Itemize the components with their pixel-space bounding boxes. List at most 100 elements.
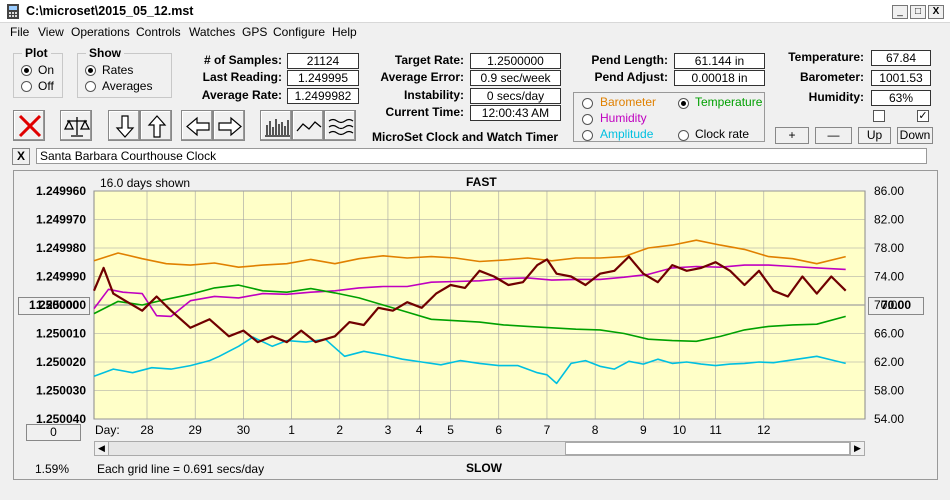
- series-line-amplitude: [93, 336, 846, 385]
- pend-length-value: 61.144 in: [674, 53, 765, 69]
- x-axis-tick: 5: [447, 423, 454, 437]
- close-window-button[interactable]: X: [928, 5, 944, 19]
- show-rates-radio[interactable]: [85, 65, 96, 76]
- temperature-value: 67.84: [871, 50, 931, 66]
- temperature-option-label: Temperature: [695, 95, 763, 109]
- close-x-icon: [18, 114, 42, 138]
- up-button[interactable]: Up: [858, 127, 891, 144]
- average-rate-value: 1.2499982: [287, 88, 359, 104]
- menu-controls[interactable]: Controls: [136, 25, 181, 39]
- series-line-barometer: [93, 239, 846, 269]
- grid-note-label: Each grid line = 0.691 secs/day: [97, 462, 265, 476]
- minus-button[interactable]: —: [815, 127, 852, 144]
- humidity-value: 63%: [871, 90, 931, 106]
- x-axis-tick: 4: [416, 423, 423, 437]
- up-arrow-button[interactable]: [140, 110, 172, 141]
- x-axis-tick: 30: [237, 423, 251, 437]
- right-checkbox[interactable]: ✓: [917, 110, 929, 122]
- menu-bar: File View Operations Controls Watches GP…: [0, 23, 950, 42]
- right-axis-tick: 66.00: [874, 327, 904, 341]
- days-shown-label: 16.0 days shown: [100, 176, 191, 190]
- x-axis-tick: 12: [757, 423, 771, 437]
- x-axis-tick: 1: [288, 423, 295, 437]
- time-scrollbar[interactable]: ◀ ▶: [94, 441, 865, 456]
- balance-button[interactable]: [60, 110, 92, 141]
- temperature-radio[interactable]: [678, 98, 689, 109]
- menu-help[interactable]: Help: [332, 25, 357, 39]
- title-bar: C:\microset\2015_05_12.mst _ □ X: [0, 0, 950, 23]
- pend-adjust-label: Pend Adjust:: [594, 70, 668, 84]
- plus-button[interactable]: +: [775, 127, 809, 144]
- clock-rate-option-label: Clock rate: [695, 127, 750, 141]
- humidity-radio[interactable]: [582, 114, 593, 125]
- menu-file[interactable]: File: [10, 25, 30, 39]
- fast-label: FAST: [466, 175, 497, 189]
- left-axis-tick: 1.250020: [36, 355, 86, 369]
- bar-chart-button[interactable]: [260, 110, 292, 141]
- plot-group-title: Plot: [22, 46, 51, 60]
- app-caption: MicroSet Clock and Watch Timer: [372, 130, 559, 144]
- sensor-select-group: Barometer Temperature Humidity Amplitude…: [573, 92, 765, 142]
- line-wave-icon: [296, 121, 322, 132]
- scroll-thumb[interactable]: [565, 442, 850, 455]
- show-averages-radio[interactable]: [85, 81, 96, 92]
- right-axis-tick: 82.00: [874, 213, 904, 227]
- app-icon: [7, 4, 19, 19]
- left-checkbox[interactable]: [873, 110, 885, 122]
- temperature-label: Temperature:: [788, 50, 864, 64]
- humidity-option-label: Humidity: [600, 111, 647, 125]
- amplitude-option-label: Amplitude: [600, 127, 654, 141]
- menu-gps[interactable]: GPS: [242, 25, 268, 39]
- target-rate-label: Target Rate:: [394, 53, 464, 67]
- average-error-value: 0.9 sec/week: [470, 70, 561, 86]
- plot-on-radio[interactable]: [21, 65, 32, 76]
- minimize-button[interactable]: _: [892, 5, 908, 19]
- menu-watches[interactable]: Watches: [189, 25, 236, 39]
- menu-view[interactable]: View: [38, 25, 64, 39]
- center-rate-button[interactable]: 1.250000: [18, 297, 90, 315]
- clock-rate-radio[interactable]: [678, 130, 689, 141]
- left-axis-tick: 1.250010: [36, 327, 86, 341]
- plot-off-radio[interactable]: [21, 81, 32, 92]
- close-x-button[interactable]: [13, 110, 45, 141]
- target-rate-value: 1.2500000: [470, 53, 561, 69]
- scroll-left-icon[interactable]: ◀: [95, 442, 109, 455]
- down-arrow-button[interactable]: [108, 110, 140, 141]
- down-button[interactable]: Down: [897, 127, 933, 144]
- center-temp-button[interactable]: 70.00: [868, 297, 924, 315]
- arrow-down-icon: [115, 115, 135, 138]
- x-axis-tick: 8: [592, 423, 599, 437]
- instability-label: Instability:: [403, 88, 464, 102]
- series-line-temperature: [93, 284, 846, 343]
- right-axis-tick: 54.00: [874, 412, 904, 426]
- barometer-label: Barometer:: [799, 70, 864, 84]
- offset-button[interactable]: 0: [26, 424, 81, 441]
- barometer-value: 1001.53: [871, 70, 931, 86]
- amplitude-radio[interactable]: [582, 130, 593, 141]
- menu-configure[interactable]: Configure: [273, 25, 326, 39]
- left-axis-tick: 1.249960: [36, 184, 86, 198]
- line-wave-button[interactable]: [292, 110, 324, 141]
- multi-wave-icon: [328, 118, 354, 136]
- average-rate-label: Average Rate:: [201, 88, 282, 102]
- x-axis-tick: 3: [385, 423, 392, 437]
- left-arrow-button[interactable]: [181, 110, 213, 141]
- humidity-label: Humidity:: [808, 90, 864, 104]
- barometer-radio[interactable]: [582, 98, 593, 109]
- watch-close-button[interactable]: X: [12, 148, 30, 165]
- menu-operations[interactable]: Operations: [71, 25, 130, 39]
- right-axis-tick: 86.00: [874, 184, 904, 198]
- arrow-right-icon: [218, 116, 242, 137]
- watch-name-field[interactable]: Santa Barbara Courthouse Clock: [36, 148, 927, 164]
- right-axis-tick: 70.00: [874, 298, 904, 312]
- arrow-up-icon: [147, 115, 167, 138]
- left-axis-tick: 1.250040: [36, 412, 86, 426]
- x-axis-tick: 9: [640, 423, 647, 437]
- maximize-button[interactable]: □: [910, 5, 926, 19]
- plot-off-label: Off: [38, 79, 54, 93]
- right-arrow-button[interactable]: [213, 110, 245, 141]
- scroll-right-icon[interactable]: ▶: [850, 442, 864, 455]
- multi-wave-button[interactable]: [324, 110, 356, 141]
- balance-scale-icon: [63, 117, 91, 137]
